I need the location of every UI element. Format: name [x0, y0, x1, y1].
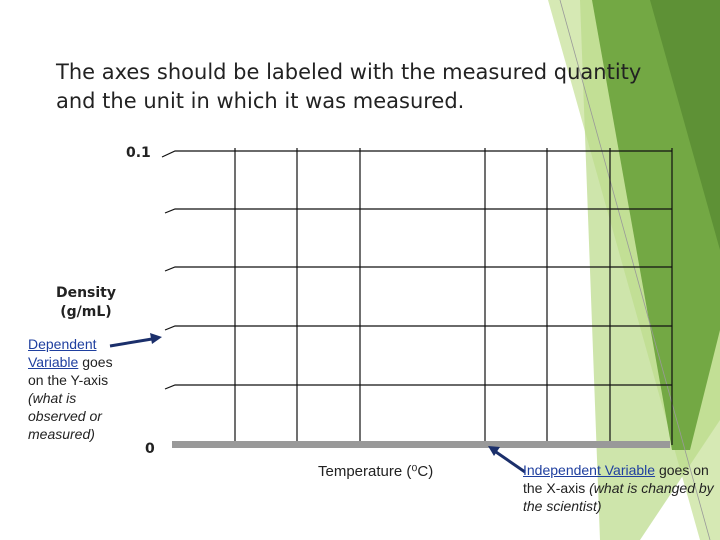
green-shape — [650, 0, 720, 250]
y-axis-label: Density (g/mL) — [55, 285, 117, 320]
y-bottom-label: 0 — [145, 441, 155, 457]
y-top-label: 0.1 — [126, 145, 151, 161]
note-text: goes on the Y-axis — [28, 354, 113, 388]
x-axis-label: Temperature (⁰C) — [318, 463, 434, 480]
note-link: Dependent Variable — [28, 336, 97, 370]
arrows — [109, 333, 526, 474]
right-note: Independent Variable goes on the X-axis … — [523, 461, 718, 515]
slide-title: The axes should be labeled with the meas… — [56, 60, 642, 113]
thin-line — [559, 0, 711, 540]
left-note: Dependent Variable goes on the Y-axis (w… — [28, 335, 128, 443]
note-text: goes on the X-axis — [523, 462, 709, 496]
grid — [161, 148, 673, 445]
note-italic: (what is changed by the scientist) — [523, 480, 714, 514]
x-axis-bar — [172, 441, 670, 448]
note-link: Independent Variable — [523, 462, 656, 478]
note-italic: (what is observed or measured) — [28, 390, 102, 442]
